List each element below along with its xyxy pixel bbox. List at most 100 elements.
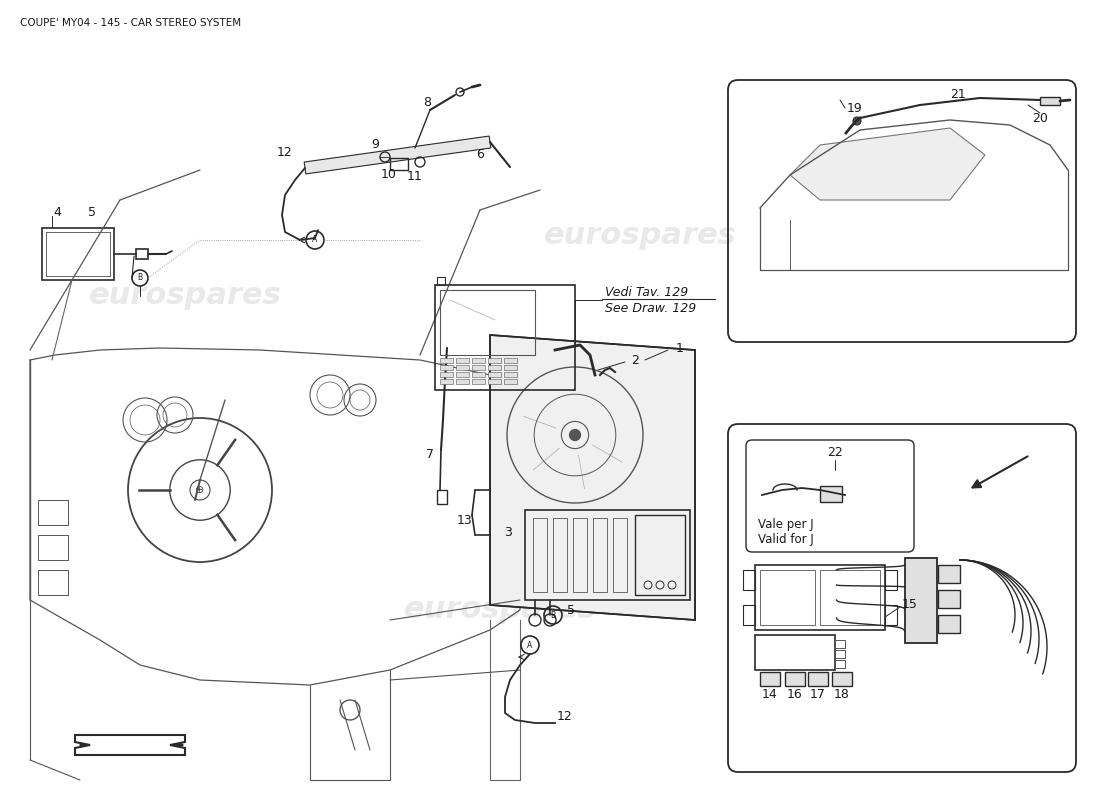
Text: 21: 21 bbox=[950, 87, 966, 101]
Bar bbox=[820, 486, 842, 502]
Text: 11: 11 bbox=[407, 170, 422, 183]
Polygon shape bbox=[790, 128, 984, 200]
Text: 18: 18 bbox=[834, 689, 850, 702]
Bar bbox=[504, 365, 517, 370]
Text: 22: 22 bbox=[827, 446, 843, 459]
Text: 10: 10 bbox=[381, 169, 397, 182]
Text: 16: 16 bbox=[788, 689, 803, 702]
Text: COUPE' MY04 - 145 - CAR STEREO SYSTEM: COUPE' MY04 - 145 - CAR STEREO SYSTEM bbox=[20, 18, 241, 28]
Bar bbox=[835, 660, 845, 668]
Bar bbox=[820, 570, 880, 625]
Bar bbox=[39, 570, 68, 595]
Text: 5: 5 bbox=[88, 206, 96, 218]
Bar bbox=[39, 500, 68, 525]
Bar bbox=[1040, 97, 1060, 105]
Circle shape bbox=[570, 430, 581, 441]
Bar bbox=[504, 379, 517, 384]
Bar bbox=[553, 518, 566, 592]
Bar bbox=[886, 570, 896, 590]
Text: 20: 20 bbox=[1032, 111, 1048, 125]
Polygon shape bbox=[75, 735, 185, 755]
Bar bbox=[755, 635, 835, 670]
Bar bbox=[440, 290, 535, 355]
Text: 8: 8 bbox=[424, 95, 431, 109]
Text: 7: 7 bbox=[426, 449, 434, 462]
Bar bbox=[437, 277, 446, 285]
Bar bbox=[472, 365, 485, 370]
Bar bbox=[835, 650, 845, 658]
Bar bbox=[440, 372, 453, 377]
Bar bbox=[390, 158, 408, 170]
Text: eurospares: eurospares bbox=[404, 595, 596, 625]
Bar bbox=[456, 365, 469, 370]
Bar bbox=[440, 379, 453, 384]
Bar bbox=[456, 379, 469, 384]
Bar bbox=[136, 249, 149, 259]
Bar bbox=[832, 672, 852, 686]
Bar bbox=[456, 372, 469, 377]
Bar bbox=[488, 358, 501, 363]
Text: 4: 4 bbox=[53, 206, 60, 218]
Bar bbox=[835, 640, 845, 648]
Text: 1: 1 bbox=[676, 342, 684, 354]
Polygon shape bbox=[490, 335, 695, 620]
Bar bbox=[785, 672, 805, 686]
Bar bbox=[613, 518, 627, 592]
Bar bbox=[504, 358, 517, 363]
Bar bbox=[437, 490, 447, 504]
Bar bbox=[534, 518, 547, 592]
Text: 6: 6 bbox=[476, 149, 484, 162]
Bar bbox=[755, 565, 886, 630]
Bar bbox=[440, 358, 453, 363]
Bar bbox=[42, 228, 114, 280]
Text: 14: 14 bbox=[762, 689, 778, 702]
Text: ⊕: ⊕ bbox=[196, 485, 205, 495]
Text: 12: 12 bbox=[277, 146, 293, 159]
Text: 13: 13 bbox=[458, 514, 473, 526]
Bar bbox=[573, 518, 587, 592]
Text: B: B bbox=[138, 274, 143, 282]
Bar bbox=[488, 372, 501, 377]
Text: eurospares: eurospares bbox=[89, 281, 282, 310]
Text: 2: 2 bbox=[631, 354, 639, 366]
Bar bbox=[886, 605, 896, 625]
Bar bbox=[434, 285, 575, 390]
Text: A: A bbox=[527, 641, 532, 650]
Bar bbox=[938, 565, 960, 583]
Text: 3: 3 bbox=[504, 526, 512, 538]
Bar bbox=[760, 672, 780, 686]
Bar bbox=[525, 510, 690, 600]
Text: 15: 15 bbox=[902, 598, 917, 611]
Bar bbox=[488, 365, 501, 370]
Bar bbox=[488, 379, 501, 384]
Bar bbox=[808, 672, 828, 686]
Bar bbox=[938, 615, 960, 633]
Text: A: A bbox=[312, 235, 318, 245]
Text: Vale per J
Valid for J: Vale per J Valid for J bbox=[758, 518, 814, 546]
Bar bbox=[472, 358, 485, 363]
Text: B: B bbox=[550, 610, 556, 619]
Circle shape bbox=[852, 117, 861, 125]
Text: See Draw. 129: See Draw. 129 bbox=[605, 302, 696, 314]
Bar bbox=[905, 558, 937, 643]
Bar bbox=[472, 372, 485, 377]
Bar bbox=[39, 535, 68, 560]
Bar bbox=[742, 570, 755, 590]
Bar bbox=[472, 379, 485, 384]
Bar bbox=[635, 515, 685, 595]
Text: eurospares: eurospares bbox=[543, 221, 736, 250]
Bar bbox=[440, 365, 453, 370]
Text: Vedi Tav. 129: Vedi Tav. 129 bbox=[605, 286, 689, 298]
Text: 5: 5 bbox=[566, 603, 575, 617]
Bar bbox=[593, 518, 607, 592]
Bar bbox=[938, 590, 960, 608]
Polygon shape bbox=[305, 136, 491, 174]
Text: 17: 17 bbox=[810, 689, 826, 702]
Bar bbox=[760, 570, 815, 625]
Bar bbox=[504, 372, 517, 377]
Text: 12: 12 bbox=[557, 710, 573, 723]
Bar bbox=[456, 358, 469, 363]
Text: 9: 9 bbox=[371, 138, 378, 151]
Bar bbox=[742, 605, 755, 625]
Text: 19: 19 bbox=[847, 102, 862, 114]
